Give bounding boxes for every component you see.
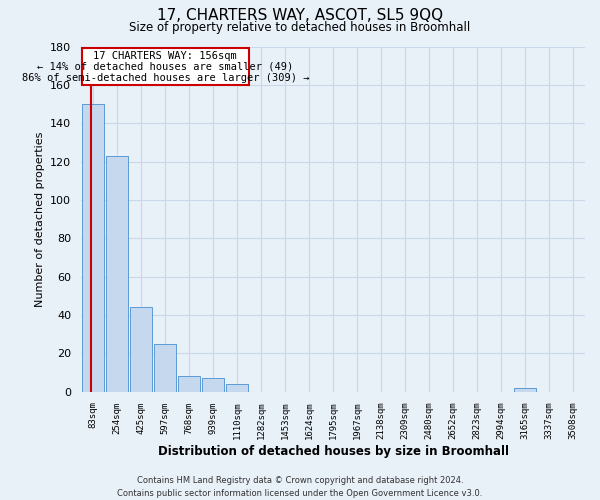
FancyBboxPatch shape [82, 48, 249, 85]
Text: 17, CHARTERS WAY, ASCOT, SL5 9QQ: 17, CHARTERS WAY, ASCOT, SL5 9QQ [157, 8, 443, 22]
Text: Size of property relative to detached houses in Broomhall: Size of property relative to detached ho… [130, 21, 470, 34]
Bar [106, 156, 128, 392]
Bar [154, 344, 176, 392]
Bar [130, 307, 152, 392]
Bar [82, 104, 104, 392]
Text: Contains HM Land Registry data © Crown copyright and database right 2024.
Contai: Contains HM Land Registry data © Crown c… [118, 476, 482, 498]
Y-axis label: Number of detached properties: Number of detached properties [35, 132, 44, 306]
Text: 17 CHARTERS WAY: 156sqm: 17 CHARTERS WAY: 156sqm [94, 51, 237, 61]
Bar [178, 376, 200, 392]
Text: 86% of semi-detached houses are larger (309) →: 86% of semi-detached houses are larger (… [22, 72, 309, 83]
Bar [202, 378, 224, 392]
Text: ← 14% of detached houses are smaller (49): ← 14% of detached houses are smaller (49… [37, 62, 293, 72]
Bar [514, 388, 536, 392]
Bar [226, 384, 248, 392]
X-axis label: Distribution of detached houses by size in Broomhall: Distribution of detached houses by size … [158, 444, 509, 458]
